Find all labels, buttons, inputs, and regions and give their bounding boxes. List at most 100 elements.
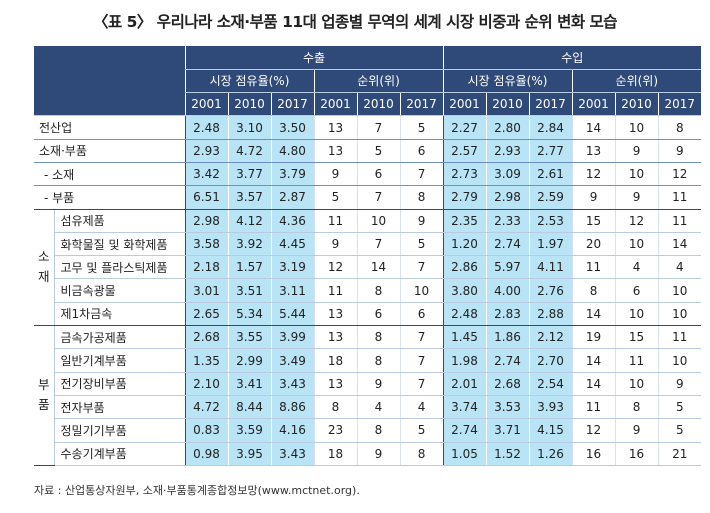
im-share-cell: 1.45	[442, 325, 487, 350]
ex-rank-cell: 8	[356, 418, 400, 443]
ex-share-cell: 2.98	[184, 209, 228, 233]
table-row: 전기장비부품 2.10 3.41 3.43 13 9 7 2.01 2.68 2.54 14 10 9	[34, 372, 702, 396]
im-rank-cell: 16	[614, 442, 659, 466]
ex-share-cell: 3.58	[184, 232, 228, 257]
ex-share-cell: 6.51	[184, 185, 228, 210]
ex-share-cell: 3.43	[270, 372, 314, 396]
table-row: - 소재 3.42 3.77 3.79 9 6 7 2.73 3.09 2.61 12 10 12	[34, 162, 702, 187]
im-share-cell: 4.15	[528, 418, 573, 443]
table-header: 수출 수입 시장 점유율(%) 순위(위) 시장 점유율(%) 순위(위) 20…	[34, 46, 702, 117]
table-body: 전산업 2.48 3.10 3.50 13 7 5 2.27 2.80 2.84 14 10 8 소재·부…	[34, 115, 702, 466]
im-rank-cell: 14	[571, 115, 616, 140]
ex-share-cell: 3.95	[227, 442, 271, 466]
ex-rank-cell: 18	[313, 348, 357, 373]
im-rank-cell: 11	[571, 255, 616, 280]
ex-rank-cell: 10	[356, 209, 400, 233]
ex-share-cell: 1.57	[227, 255, 271, 280]
im-share-cell: 2.35	[442, 209, 487, 233]
ex-rank-cell: 9	[356, 442, 400, 466]
im-share-cell: 2.70	[528, 348, 573, 373]
ex-rank-cell: 7	[356, 115, 400, 140]
ex-rank-cell: 13	[313, 372, 357, 396]
row-label: 금속가공제품	[54, 325, 185, 350]
im-rank-cell: 12	[657, 162, 702, 187]
ex-rank-cell: 18	[313, 442, 357, 466]
im-rank-cell: 9	[571, 185, 616, 210]
row-label: 화학물질 및 화학제품	[54, 232, 185, 257]
table-row: 비금속광물 3.01 3.51 3.11 11 8 10 3.80 4.00 2.76 8 6 10	[34, 278, 702, 303]
table-row: 전산업 2.48 3.10 3.50 13 7 5 2.27 2.80 2.84 14 10 8	[34, 115, 702, 140]
im-share-cell: 1.05	[442, 442, 487, 466]
ex-share-cell: 3.92	[227, 232, 271, 257]
ex-rank-cell: 12	[313, 255, 357, 280]
ex-share-cell: 3.19	[270, 255, 314, 280]
ex-rank-cell: 6	[399, 139, 444, 163]
ex-share-cell: 2.68	[184, 325, 228, 350]
header-year: 2010	[227, 92, 271, 117]
row-label: 소재·부품	[34, 139, 185, 163]
im-share-cell: 2.83	[485, 302, 530, 327]
row-label: - 부품	[34, 185, 185, 210]
im-rank-cell: 10	[657, 302, 702, 327]
header-export-share: 시장 점유율(%)	[184, 69, 314, 94]
im-rank-cell: 14	[657, 232, 702, 257]
ex-share-cell: 1.35	[184, 348, 228, 373]
im-share-cell: 3.53	[485, 395, 530, 420]
im-rank-cell: 9	[614, 418, 659, 443]
ex-rank-cell: 7	[399, 255, 444, 280]
im-rank-cell: 11	[614, 348, 659, 373]
header-year: 2001	[442, 92, 487, 117]
im-rank-cell: 10	[657, 348, 702, 373]
im-share-cell: 2.80	[485, 115, 530, 140]
ex-rank-cell: 10	[399, 278, 444, 303]
header-year: 2001	[184, 92, 228, 117]
im-rank-cell: 10	[614, 302, 659, 327]
ex-share-cell: 2.99	[227, 348, 271, 373]
ex-share-cell: 4.36	[270, 209, 314, 233]
ex-rank-cell: 7	[399, 372, 444, 396]
im-rank-cell: 9	[614, 139, 659, 163]
ex-rank-cell: 9	[399, 209, 444, 233]
ex-share-cell: 4.72	[227, 139, 271, 163]
im-rank-cell: 14	[571, 372, 616, 396]
table-row: 고무 및 플라스틱제품 2.18 1.57 3.19 12 14 7 2.86 5.97 4.11…	[34, 255, 702, 280]
header-year: 2017	[399, 92, 444, 117]
im-rank-cell: 20	[571, 232, 616, 257]
ex-rank-cell: 6	[399, 302, 444, 327]
im-share-cell: 5.97	[485, 255, 530, 280]
ex-share-cell: 3.55	[227, 325, 271, 350]
ex-share-cell: 2.93	[184, 139, 228, 163]
im-rank-cell: 15	[614, 325, 659, 350]
im-share-cell: 2.73	[442, 162, 487, 187]
im-rank-cell: 21	[657, 442, 702, 466]
ex-rank-cell: 5	[399, 232, 444, 257]
im-share-cell: 2.84	[528, 115, 573, 140]
row-label: 섬유제품	[54, 209, 185, 233]
im-share-cell: 2.48	[442, 302, 487, 327]
im-rank-cell: 14	[571, 302, 616, 327]
ex-rank-cell: 13	[313, 115, 357, 140]
trade-share-table: 수출 수입 시장 점유율(%) 순위(위) 시장 점유율(%) 순위(위) 20…	[34, 46, 702, 466]
ex-rank-cell: 6	[356, 302, 400, 327]
im-rank-cell: 11	[657, 325, 702, 350]
im-share-cell: 2.57	[442, 139, 487, 163]
ex-share-cell: 4.16	[270, 418, 314, 443]
ex-rank-cell: 8	[399, 442, 444, 466]
im-rank-cell: 19	[571, 325, 616, 350]
ex-rank-cell: 6	[356, 162, 400, 187]
ex-share-cell: 0.83	[184, 418, 228, 443]
ex-rank-cell: 7	[399, 325, 444, 350]
im-rank-cell: 9	[657, 372, 702, 396]
im-share-cell: 2.68	[485, 372, 530, 396]
header-year: 2010	[614, 92, 659, 117]
header-corner	[34, 46, 185, 117]
ex-share-cell: 5.34	[227, 302, 271, 327]
im-share-cell: 3.09	[485, 162, 530, 187]
ex-rank-cell: 11	[313, 278, 357, 303]
ex-share-cell: 8.86	[270, 395, 314, 420]
im-share-cell: 2.33	[485, 209, 530, 233]
ex-rank-cell: 5	[313, 185, 357, 210]
im-rank-cell: 9	[614, 185, 659, 210]
row-label: 전산업	[34, 115, 185, 140]
ex-share-cell: 3.41	[227, 372, 271, 396]
